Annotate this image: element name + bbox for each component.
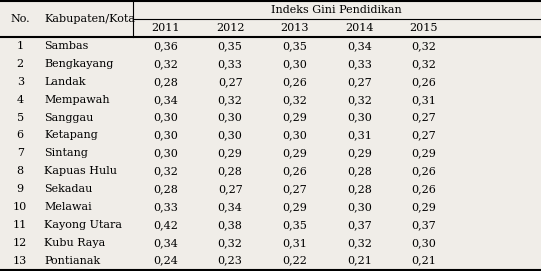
Text: 0,24: 0,24: [153, 256, 178, 266]
Text: 0,21: 0,21: [347, 256, 372, 266]
Text: 0,28: 0,28: [153, 77, 178, 87]
Text: 0,34: 0,34: [347, 41, 372, 51]
Text: 2012: 2012: [216, 23, 245, 33]
Text: 0,30: 0,30: [282, 131, 307, 140]
Text: 8: 8: [17, 166, 24, 176]
Text: Pontianak: Pontianak: [44, 256, 101, 266]
Text: 0,35: 0,35: [217, 41, 242, 51]
Text: Sanggau: Sanggau: [44, 113, 94, 122]
Text: Kayong Utara: Kayong Utara: [44, 220, 122, 230]
Text: 1: 1: [17, 41, 24, 51]
Text: 0,30: 0,30: [153, 113, 178, 122]
Text: 0,32: 0,32: [217, 95, 242, 105]
Text: 0,33: 0,33: [347, 59, 372, 69]
Text: 10: 10: [13, 202, 28, 212]
Text: Landak: Landak: [44, 77, 86, 87]
Text: Bengkayang: Bengkayang: [44, 59, 114, 69]
Text: 0,31: 0,31: [282, 238, 307, 248]
Text: 0,28: 0,28: [347, 184, 372, 194]
Text: 0,30: 0,30: [347, 113, 372, 122]
Text: Sintang: Sintang: [44, 149, 88, 158]
Text: 0,34: 0,34: [153, 238, 178, 248]
Text: 2011: 2011: [151, 23, 180, 33]
Text: 2015: 2015: [410, 23, 438, 33]
Text: 0,42: 0,42: [153, 220, 178, 230]
Text: 0,32: 0,32: [217, 238, 242, 248]
Text: 0,34: 0,34: [153, 95, 178, 105]
Text: 5: 5: [17, 113, 24, 122]
Text: 0,27: 0,27: [412, 113, 436, 122]
Text: 2013: 2013: [280, 23, 309, 33]
Text: 0,27: 0,27: [347, 77, 372, 87]
Text: 7: 7: [17, 149, 24, 158]
Text: 0,37: 0,37: [347, 220, 372, 230]
Text: 0,29: 0,29: [412, 202, 437, 212]
Text: 0,32: 0,32: [347, 95, 372, 105]
Text: 2014: 2014: [345, 23, 373, 33]
Text: 0,33: 0,33: [153, 202, 178, 212]
Text: 0,26: 0,26: [412, 77, 437, 87]
Text: 0,22: 0,22: [282, 256, 307, 266]
Text: No.: No.: [10, 14, 30, 24]
Text: 0,30: 0,30: [347, 202, 372, 212]
Text: 0,27: 0,27: [218, 77, 242, 87]
Text: 0,36: 0,36: [153, 41, 178, 51]
Text: 0,30: 0,30: [153, 131, 178, 140]
Text: 11: 11: [13, 220, 28, 230]
Text: 0,28: 0,28: [347, 166, 372, 176]
Text: 0,29: 0,29: [347, 149, 372, 158]
Text: 2: 2: [17, 59, 24, 69]
Text: 0,29: 0,29: [282, 202, 307, 212]
Text: 0,27: 0,27: [282, 184, 307, 194]
Text: 0,30: 0,30: [217, 113, 242, 122]
Text: 0,26: 0,26: [282, 166, 307, 176]
Text: 0,32: 0,32: [412, 59, 437, 69]
Text: Mempawah: Mempawah: [44, 95, 110, 105]
Text: 0,28: 0,28: [153, 184, 178, 194]
Text: Melawai: Melawai: [44, 202, 92, 212]
Text: 4: 4: [17, 95, 24, 105]
Text: Sambas: Sambas: [44, 41, 89, 51]
Text: 12: 12: [13, 238, 28, 248]
Text: 0,30: 0,30: [217, 131, 242, 140]
Text: 0,23: 0,23: [217, 256, 242, 266]
Text: 13: 13: [13, 256, 28, 266]
Text: 0,37: 0,37: [412, 220, 436, 230]
Text: 0,32: 0,32: [347, 238, 372, 248]
Text: Ketapang: Ketapang: [44, 131, 98, 140]
Text: Kabupaten/Kota: Kabupaten/Kota: [44, 14, 135, 24]
Text: 0,28: 0,28: [217, 166, 242, 176]
Text: 0,27: 0,27: [412, 131, 436, 140]
Text: 0,33: 0,33: [217, 59, 242, 69]
Text: 0,31: 0,31: [347, 131, 372, 140]
Text: 0,29: 0,29: [412, 149, 437, 158]
Text: 9: 9: [17, 184, 24, 194]
Text: 0,35: 0,35: [282, 41, 307, 51]
Text: Indeks Gini Pendidikan: Indeks Gini Pendidikan: [271, 5, 402, 15]
Text: 0,27: 0,27: [218, 184, 242, 194]
Text: 0,26: 0,26: [412, 166, 437, 176]
Text: 0,30: 0,30: [412, 238, 437, 248]
Text: 0,35: 0,35: [282, 220, 307, 230]
Text: 0,32: 0,32: [412, 41, 437, 51]
Text: 0,26: 0,26: [282, 77, 307, 87]
Text: 6: 6: [17, 131, 24, 140]
Text: 3: 3: [17, 77, 24, 87]
Text: 0,30: 0,30: [153, 149, 178, 158]
Text: 0,32: 0,32: [282, 95, 307, 105]
Text: 0,26: 0,26: [412, 184, 437, 194]
Text: 0,21: 0,21: [412, 256, 437, 266]
Text: 0,31: 0,31: [412, 95, 437, 105]
Text: 0,29: 0,29: [282, 113, 307, 122]
Text: 0,29: 0,29: [217, 149, 242, 158]
Text: 0,32: 0,32: [153, 59, 178, 69]
Text: 0,34: 0,34: [217, 202, 242, 212]
Text: 0,38: 0,38: [217, 220, 242, 230]
Text: Kubu Raya: Kubu Raya: [44, 238, 105, 248]
Text: 0,30: 0,30: [282, 59, 307, 69]
Text: Kapuas Hulu: Kapuas Hulu: [44, 166, 117, 176]
Text: 0,29: 0,29: [282, 149, 307, 158]
Text: 0,32: 0,32: [153, 166, 178, 176]
Text: Sekadau: Sekadau: [44, 184, 93, 194]
